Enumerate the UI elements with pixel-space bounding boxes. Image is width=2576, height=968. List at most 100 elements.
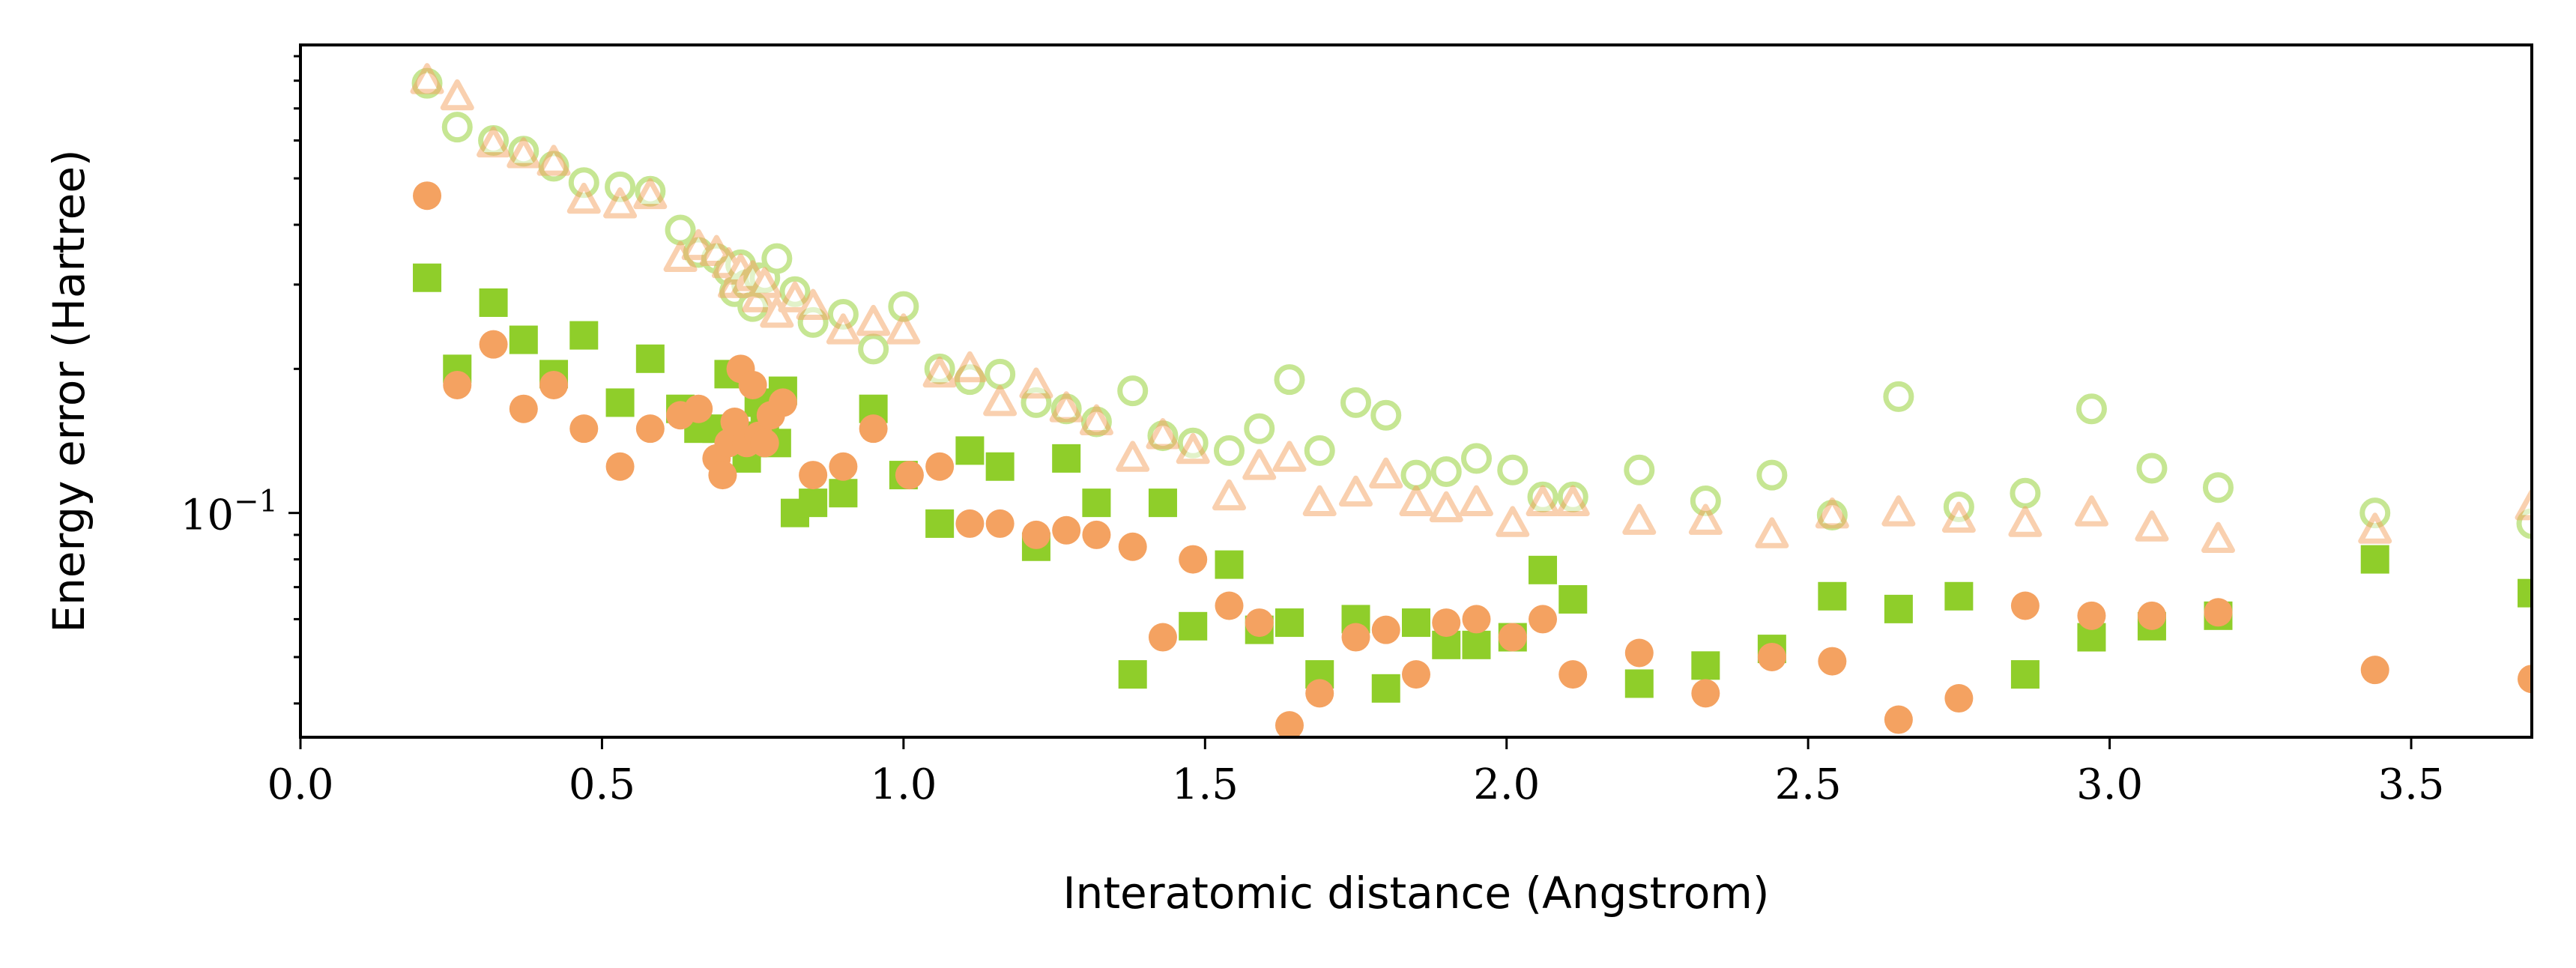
data-point: [665, 214, 696, 246]
data-point: [859, 414, 888, 444]
data-point: [1624, 638, 1654, 668]
data-point: [1884, 594, 1913, 623]
data-point: [738, 370, 767, 399]
x-tick-label: 3.0: [2076, 760, 2143, 809]
data-point: [1275, 711, 1304, 737]
x-tick-label: 0.0: [267, 760, 333, 809]
data-point: [681, 229, 716, 261]
data-point: [1818, 647, 1847, 676]
data-point: [1118, 660, 1147, 689]
data-point: [1462, 630, 1491, 659]
data-point: [1148, 488, 1177, 518]
data-point: [2077, 601, 2106, 630]
data-point: [1941, 501, 1976, 533]
data-point: [1430, 456, 1462, 487]
data-point: [1079, 404, 1113, 435]
data-point: [413, 263, 442, 292]
data-point: [2518, 665, 2532, 694]
data-point: [768, 388, 797, 417]
data-point: [750, 429, 779, 458]
data-point: [985, 452, 1015, 481]
data-point: [985, 358, 1016, 390]
data-point: [1213, 435, 1245, 466]
data-point: [1818, 581, 1847, 611]
data-point: [1429, 491, 1463, 523]
data-point: [1400, 459, 1432, 491]
data-point: [1402, 660, 1430, 689]
data-point: [1815, 497, 1849, 529]
data-point: [1691, 679, 1720, 708]
x-tick-label: 1.5: [1172, 760, 1239, 809]
data-point: [1460, 443, 1492, 474]
data-point: [633, 178, 668, 210]
data-point: [1558, 584, 1588, 614]
data-point: [1371, 674, 1400, 703]
data-point: [1019, 367, 1053, 399]
data-point: [1148, 623, 1177, 652]
data-point: [1688, 503, 1723, 535]
data-point: [1118, 532, 1147, 561]
data-point: [708, 461, 737, 490]
data-point: [2518, 578, 2532, 608]
data-point: [1944, 581, 1974, 611]
data-point: [886, 313, 921, 345]
data-point: [2515, 488, 2532, 521]
data-point: [1176, 432, 1210, 465]
x-tick-label: 0.5: [569, 760, 635, 809]
data-point: [1302, 485, 1337, 517]
data-point: [895, 461, 924, 490]
data-point: [1245, 608, 1274, 638]
data-point: [2137, 601, 2166, 630]
data-point: [635, 344, 665, 373]
data-point: [925, 509, 955, 538]
data-point: [1691, 651, 1720, 680]
data-point: [826, 313, 860, 345]
data-point: [1558, 660, 1588, 689]
data-point: [2010, 477, 2041, 509]
x-tick-label: 2.0: [1473, 760, 1540, 809]
data-point: [536, 145, 571, 176]
data-point: [440, 79, 474, 111]
data-point: [1117, 375, 1149, 407]
data-point: [1881, 495, 1916, 527]
data-point: [2136, 453, 2168, 484]
data-point: [1624, 454, 1655, 485]
data-point: [477, 126, 511, 158]
data-point: [1274, 364, 1305, 396]
data-point: [1624, 669, 1654, 698]
data-point: [509, 394, 538, 423]
data-point: [1215, 550, 1244, 579]
data-point: [1212, 479, 1246, 511]
data-point: [1340, 387, 1372, 418]
data-point: [1399, 485, 1433, 517]
series-3: [410, 63, 2532, 554]
x-tick-label: 3.5: [2377, 760, 2444, 809]
y-axis-title: Energy error (Hartree): [43, 149, 94, 632]
data-point: [1884, 705, 1913, 734]
data-point: [761, 243, 793, 274]
data-point: [2074, 495, 2108, 527]
data-point: [479, 330, 508, 359]
data-point: [1757, 642, 1786, 671]
data-point: [829, 452, 858, 481]
y-tick-label: 10−1: [181, 485, 278, 540]
data-point: [1272, 441, 1307, 472]
data-point: [720, 408, 749, 437]
data-point: [2008, 506, 2043, 537]
data-point: [1944, 684, 1974, 713]
data-point: [2202, 472, 2234, 503]
data-point: [1755, 517, 1789, 548]
data-point: [605, 452, 635, 481]
data-point: [748, 267, 782, 298]
data-point: [1082, 488, 1111, 518]
y-axis: 10−1: [181, 55, 300, 705]
data-point: [2204, 598, 2233, 627]
data-point: [922, 356, 957, 388]
data-point: [1370, 399, 1402, 431]
data-point: [569, 414, 599, 444]
data-point: [2010, 660, 2040, 689]
series-0: [413, 263, 2532, 703]
data-point: [1052, 515, 1081, 545]
